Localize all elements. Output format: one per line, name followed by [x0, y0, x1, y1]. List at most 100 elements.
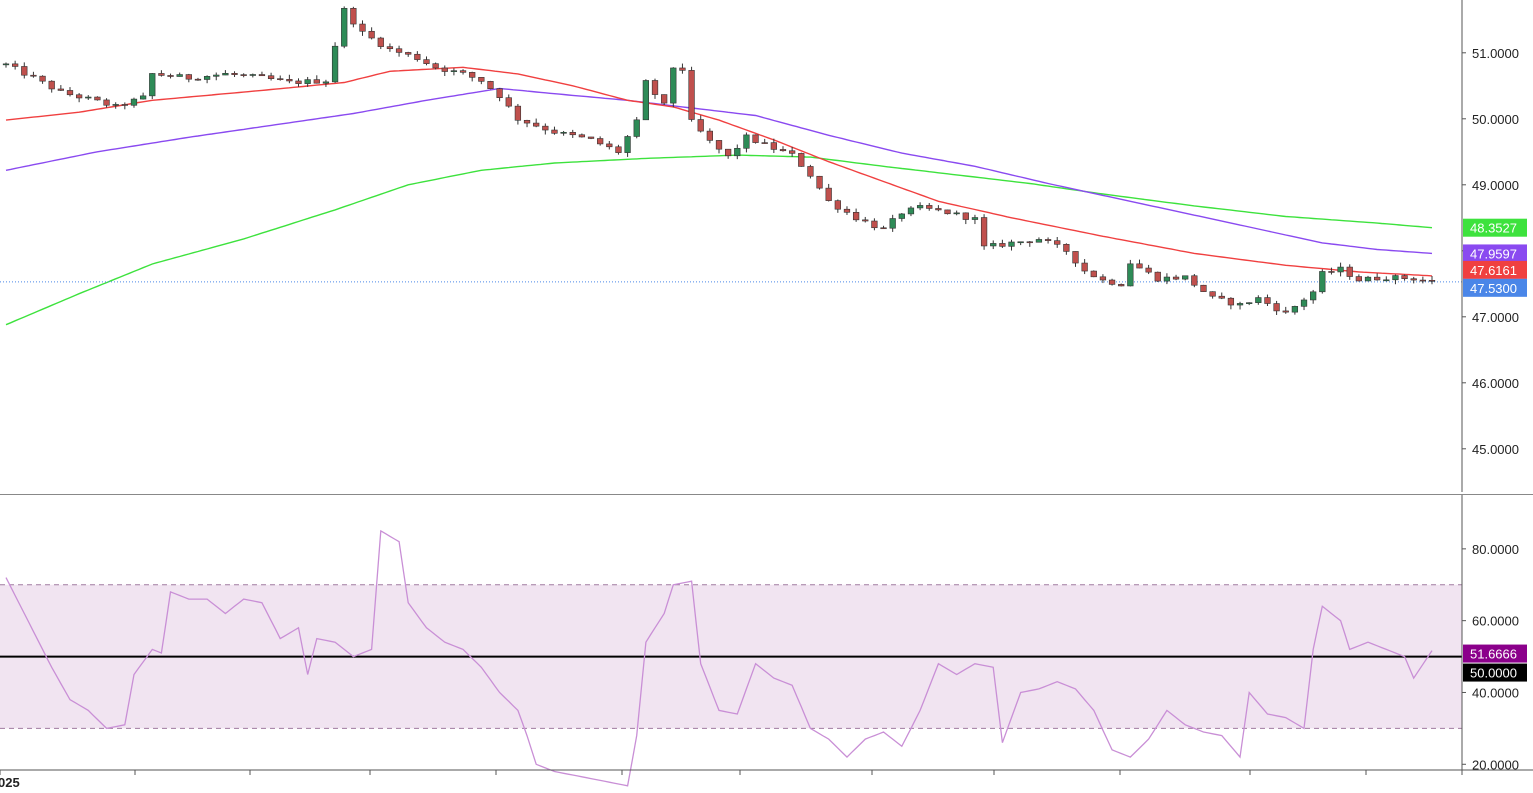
price-tag-ema-fast: 47.6161: [1463, 260, 1527, 279]
candle: [1072, 251, 1079, 267]
candle: [1081, 259, 1088, 275]
candle: [779, 146, 787, 152]
candle: [1044, 237, 1052, 244]
rsi-tick-label: 40.0000: [1472, 685, 1519, 700]
candle: [94, 96, 101, 101]
candle: [85, 95, 92, 100]
rsi-line: [5, 529, 1433, 787]
candle: [999, 239, 1006, 248]
candle: [1063, 243, 1070, 255]
candle: [825, 183, 832, 202]
price-tick-label: 46.0000: [1472, 376, 1519, 391]
rsi-panel[interactable]: 80.0000 60.0000 40.0000 20.0000 51.6666 50.0…: [0, 495, 1533, 793]
candle: [194, 77, 202, 81]
candle: [1246, 302, 1253, 306]
candle: [725, 148, 732, 159]
candle: [1026, 241, 1033, 247]
candle: [368, 27, 375, 40]
candle: [715, 140, 723, 154]
rsi-tag-rsi-value: 51.6666: [1463, 644, 1527, 663]
candle: [267, 72, 275, 81]
candle: [569, 129, 576, 138]
candle: [834, 199, 841, 213]
candle: [962, 212, 969, 225]
candle: [505, 94, 512, 108]
candle: [770, 138, 777, 154]
candle: [130, 97, 138, 108]
candle: [633, 116, 640, 139]
candle: [331, 42, 339, 83]
candle: [395, 45, 403, 57]
candle: [1182, 275, 1189, 281]
candle: [916, 202, 924, 211]
price-panel[interactable]: 51.000050.000049.000048.000047.000046.00…: [0, 0, 1533, 495]
candle: [615, 144, 622, 155]
candle: [816, 175, 823, 190]
candle: [697, 115, 704, 133]
candle: [542, 123, 549, 135]
candle: [1236, 301, 1244, 310]
candle: [313, 75, 320, 84]
candle: [213, 72, 220, 81]
candle: [551, 126, 558, 135]
candle: [935, 205, 942, 212]
candle: [1136, 259, 1143, 269]
candle: [405, 51, 412, 57]
price-tag-last-price: 47.5300: [1463, 278, 1527, 297]
candle: [533, 118, 540, 128]
candle: [1273, 300, 1280, 315]
candle: [843, 206, 851, 215]
candle: [1300, 297, 1308, 311]
candle: [1419, 276, 1426, 284]
candle: [898, 213, 905, 222]
candle: [661, 94, 668, 106]
candle: [1227, 297, 1235, 310]
candle: [2, 62, 10, 68]
candle: [1017, 241, 1024, 246]
candle: [1108, 278, 1116, 286]
candle: [441, 65, 448, 77]
price-tick-label: 47.0000: [1472, 310, 1519, 325]
candle: [1428, 276, 1436, 285]
candle: [1282, 306, 1289, 314]
candle: [523, 119, 531, 128]
candle: [1154, 271, 1161, 283]
candle: [990, 240, 997, 250]
candle: [1200, 284, 1207, 292]
candle: [167, 73, 174, 79]
rsi-tick-label: 20.0000: [1472, 757, 1519, 772]
candle: [286, 74, 293, 84]
candle: [1127, 259, 1134, 287]
price-tag-ema-slow: 48.3527: [1463, 218, 1527, 237]
candle: [240, 73, 247, 78]
candle: [231, 71, 238, 77]
candle: [688, 66, 695, 122]
candle: [1090, 270, 1097, 278]
candle: [103, 98, 110, 108]
candle: [1008, 239, 1015, 251]
candle: [642, 79, 650, 121]
candle: [1401, 274, 1408, 281]
candle: [1319, 269, 1326, 294]
svg-text:50.0000: 50.0000: [1470, 666, 1517, 681]
candle: [862, 216, 869, 223]
candle: [1337, 262, 1344, 277]
candle: [48, 80, 55, 93]
price-tick-label: 50.0000: [1472, 112, 1519, 127]
candle: [1328, 267, 1335, 275]
candle: [350, 6, 357, 28]
price-tag-ema-mid: 47.9597: [1463, 244, 1527, 263]
candle: [414, 51, 421, 62]
candle: [788, 146, 796, 157]
candle: [706, 128, 713, 144]
candle: [606, 141, 613, 150]
candle: [341, 6, 348, 49]
candle: [478, 77, 485, 85]
price-tick-label: 45.0000: [1472, 442, 1519, 457]
candle: [1145, 264, 1152, 275]
candle: [679, 63, 686, 74]
candle: [30, 71, 37, 78]
candle: [907, 206, 915, 217]
candle: [1346, 264, 1353, 280]
